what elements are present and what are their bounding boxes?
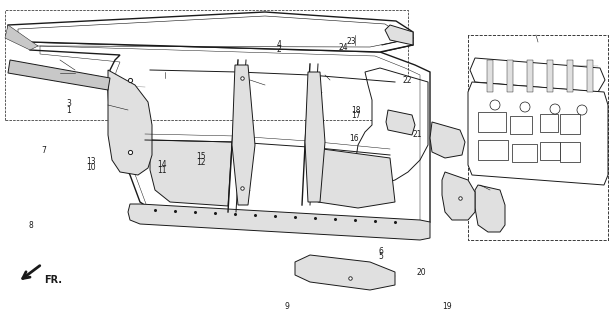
Text: 8: 8 [28,221,33,230]
Polygon shape [468,82,608,185]
Text: 20: 20 [417,268,427,277]
Text: 9: 9 [284,302,289,311]
Polygon shape [30,42,430,238]
Text: 14: 14 [158,160,167,169]
Polygon shape [5,25,38,50]
Bar [478,112,506,132]
Polygon shape [313,148,395,208]
Text: 15: 15 [196,152,206,161]
Bar [560,142,580,162]
Polygon shape [430,122,465,158]
Polygon shape [507,60,513,92]
Text: 10: 10 [86,163,96,172]
Text: 13: 13 [86,157,96,166]
Text: 16: 16 [349,134,359,143]
Polygon shape [475,185,505,232]
Polygon shape [547,60,553,92]
Text: 4: 4 [276,40,281,49]
Polygon shape [442,172,475,220]
Polygon shape [8,12,413,52]
Circle shape [490,100,500,110]
Polygon shape [128,204,430,240]
Polygon shape [527,60,533,92]
Circle shape [520,102,530,112]
Text: 17: 17 [351,111,360,120]
Polygon shape [356,68,428,185]
Polygon shape [150,140,232,206]
Bar [560,114,580,134]
Polygon shape [305,72,325,202]
Bar [478,140,508,160]
Polygon shape [470,58,605,92]
Text: 3: 3 [66,100,71,108]
Text: 24: 24 [338,43,348,52]
Text: 6: 6 [379,247,384,256]
Polygon shape [108,70,152,175]
Polygon shape [587,60,593,92]
Text: 19: 19 [443,302,452,311]
Circle shape [550,104,560,114]
Bar [510,116,532,134]
Text: 18: 18 [351,106,360,115]
Text: 23: 23 [346,37,356,46]
Bar [540,114,558,132]
Text: 21: 21 [412,130,422,139]
Bar [540,142,560,160]
Text: 12: 12 [196,158,206,167]
Text: 2: 2 [276,45,281,54]
Polygon shape [386,110,415,135]
Polygon shape [385,25,413,45]
Text: 1: 1 [66,106,71,115]
Text: 5: 5 [379,252,384,261]
Polygon shape [295,255,395,290]
Text: 22: 22 [403,76,413,85]
Polygon shape [232,65,255,205]
Polygon shape [8,60,110,90]
Text: 11: 11 [158,166,167,175]
Text: FR.: FR. [44,275,62,285]
Bar [512,144,537,162]
Circle shape [577,105,587,115]
Text: 7: 7 [42,146,47,155]
Polygon shape [487,60,493,92]
Polygon shape [567,60,573,92]
